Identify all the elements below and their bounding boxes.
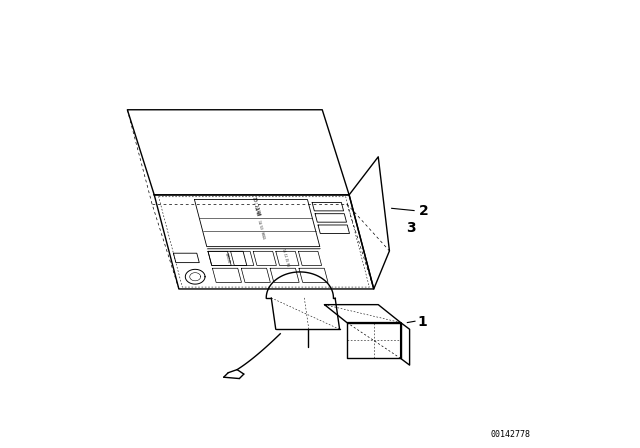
Text: 10 11 15 R1: 10 11 15 R1	[282, 248, 290, 267]
Text: 2: 2	[419, 203, 428, 218]
Text: 10:13AM: 10:13AM	[250, 196, 260, 217]
Text: 00142778: 00142778	[490, 430, 531, 439]
Text: 1: 1	[418, 314, 428, 329]
Text: 3: 3	[406, 221, 415, 236]
Text: 21 38   14 53  HOL5: 21 38 14 53 HOL5	[253, 207, 266, 240]
Text: SIRIUS: SIRIUS	[224, 253, 230, 264]
